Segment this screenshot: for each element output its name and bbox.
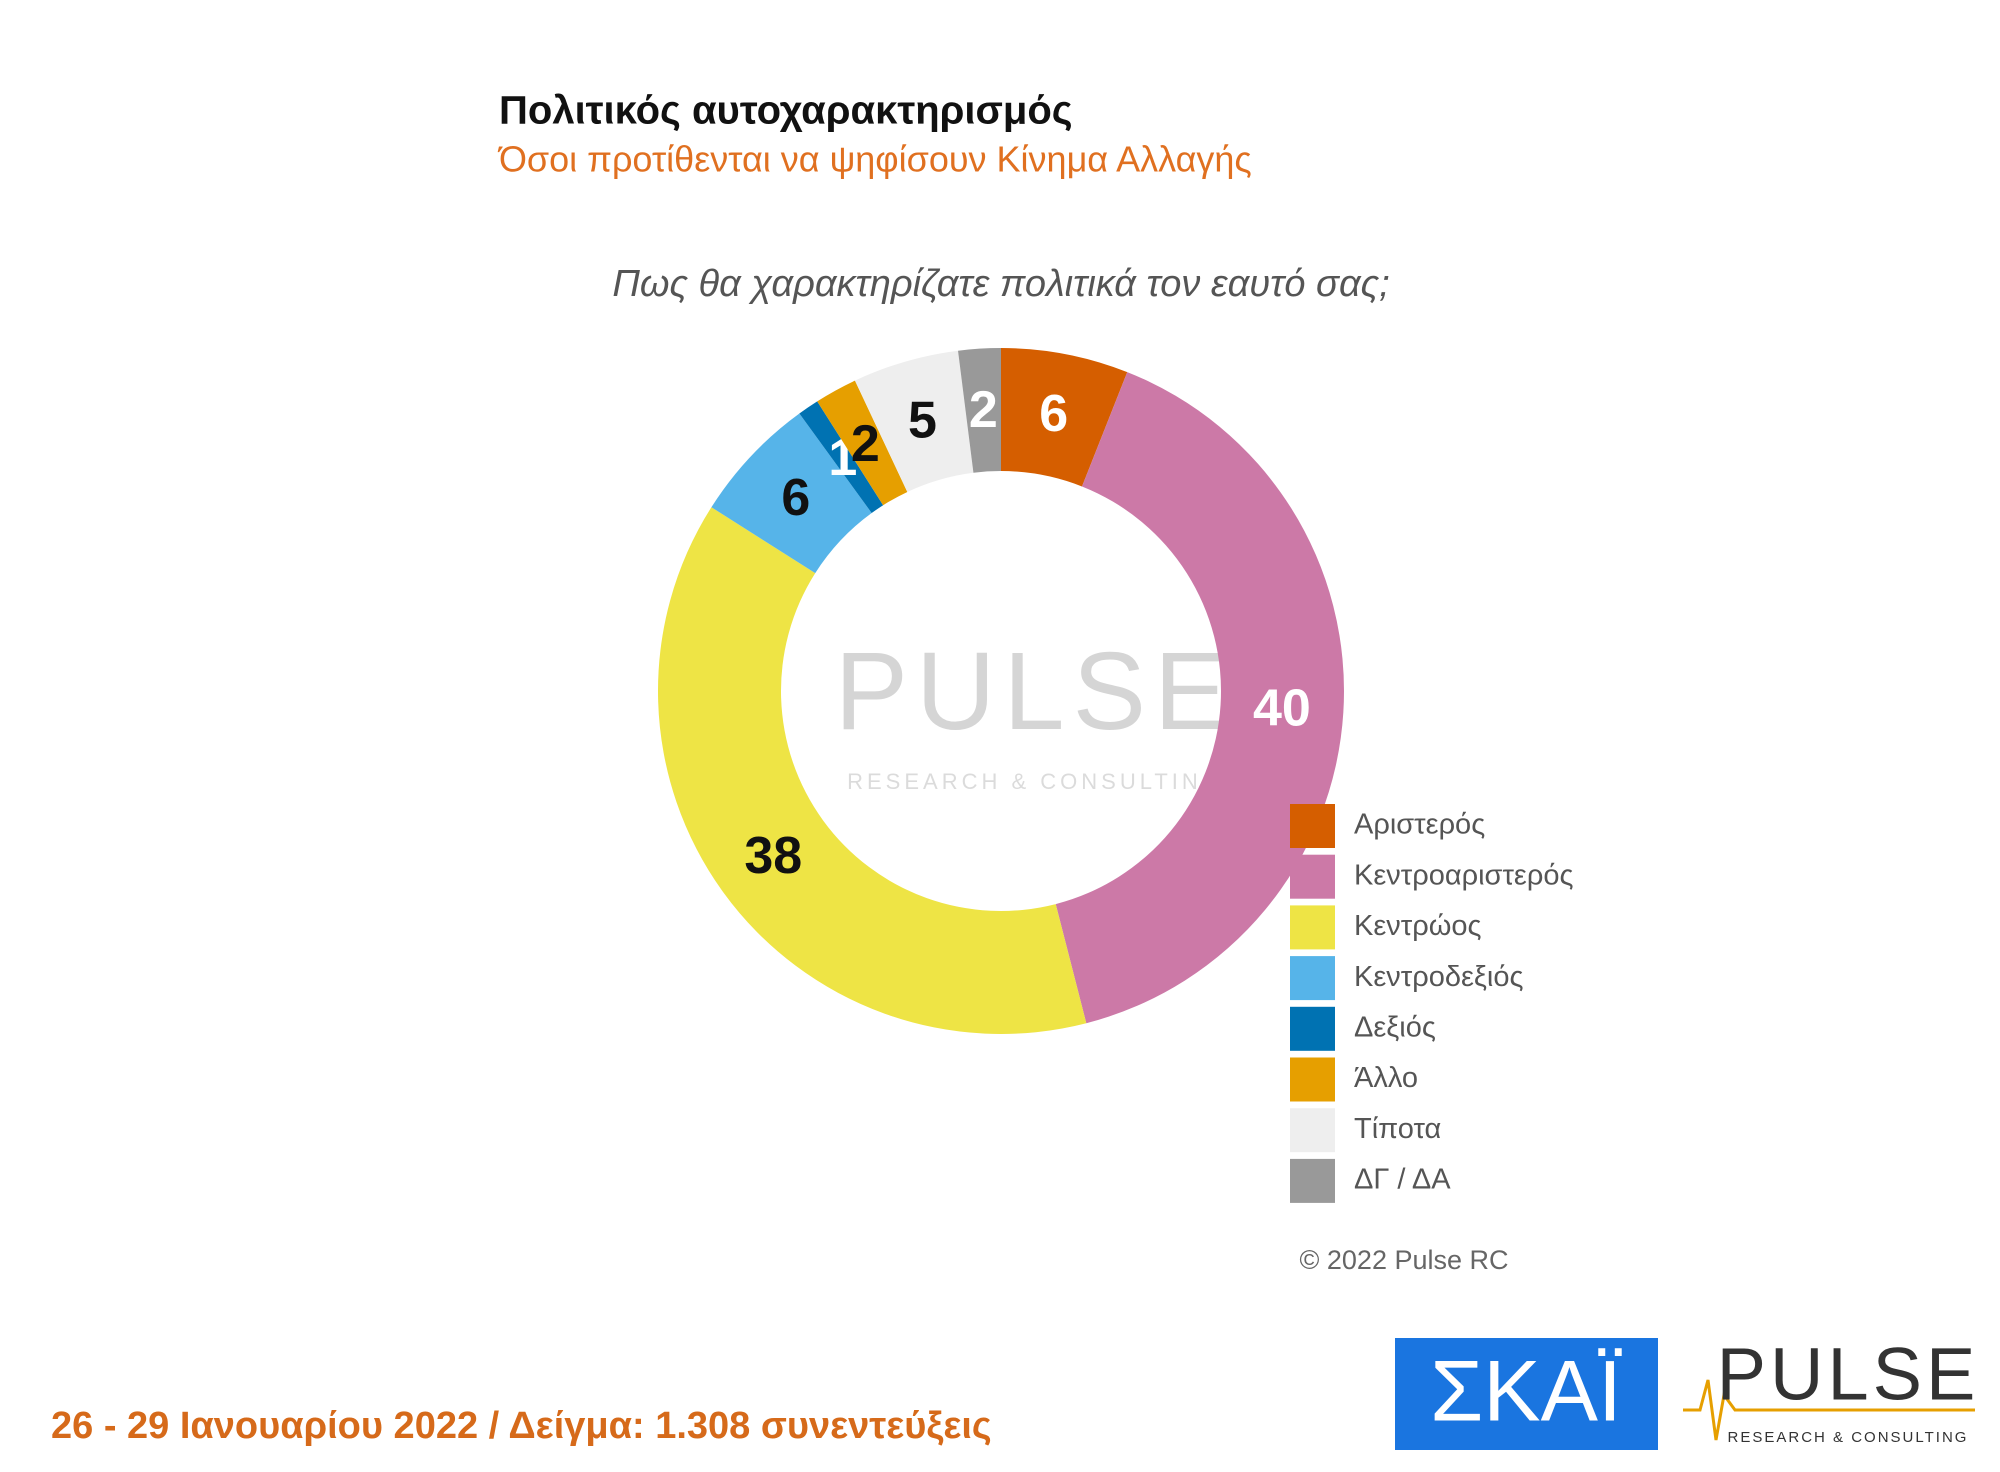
data-label: 2 <box>851 415 880 473</box>
legend-swatch <box>1290 905 1335 950</box>
legend-swatch <box>1290 1006 1335 1051</box>
legend-label: Αριστερός <box>1354 809 1485 841</box>
pulse-logo: PULSE <box>1717 1333 1980 1416</box>
legend-swatch <box>1290 854 1335 899</box>
chart-subtitle: Όσοι προτίθενται να ψηφίσουν Κίνημα Αλλα… <box>497 139 1252 180</box>
data-label: 40 <box>1253 679 1311 737</box>
donut-segment <box>1055 372 1344 1024</box>
question: Πως θα χαρακτηρίζατε πολιτικά τον εαυτό … <box>612 263 1389 305</box>
watermark-tagline: RESEARCH & CONSULTING <box>847 769 1223 794</box>
donut-segment <box>711 413 872 574</box>
legend-label: ΔΓ / ΔΑ <box>1354 1164 1451 1196</box>
donut-segment <box>1001 348 1128 487</box>
donut-segment <box>657 507 1087 1035</box>
skai-logo-box <box>1395 1338 1658 1450</box>
legend-label: Κεντρώος <box>1354 910 1481 942</box>
chart-title: Πολιτικός αυτοχαρακτηρισμός <box>499 89 1073 133</box>
legend-swatch <box>1290 1108 1335 1153</box>
pulse-logo-tagline: RESEARCH & CONSULTING <box>1728 1429 1969 1446</box>
donut-segment <box>854 350 974 492</box>
footer: 26 - 29 Ιανουαρίου 2022 / Δείγμα: 1.308 … <box>51 1405 992 1447</box>
donut-segment <box>799 401 884 514</box>
donut-segment <box>958 348 1001 473</box>
legend-label: Δεξιός <box>1354 1011 1436 1043</box>
data-label: 6 <box>781 469 810 527</box>
legend-swatch <box>1290 804 1335 848</box>
copyright: © 2022 Pulse RC <box>1300 1245 1509 1275</box>
pulse-logo-line <box>1683 1379 1975 1441</box>
skai-logo: ΣΚΑΪ <box>1430 1344 1622 1440</box>
legend-label: Τίποτα <box>1354 1113 1441 1145</box>
legend-swatch <box>1290 956 1335 1001</box>
legend-label: Κεντροδεξιός <box>1354 961 1523 993</box>
legend-swatch <box>1290 1057 1335 1102</box>
watermark: PULSE RESEARCH & CONSULTING <box>835 630 1236 794</box>
legend-label: Άλλο <box>1354 1062 1418 1094</box>
legend-swatch <box>1290 1158 1335 1203</box>
data-label: 2 <box>969 381 998 439</box>
donut-segment <box>817 380 908 506</box>
data-label: 38 <box>744 827 802 885</box>
legend-label: Κεντροαριστερός <box>1354 859 1573 891</box>
watermark-name: PULSE <box>835 630 1236 753</box>
data-label: 6 <box>1039 385 1068 443</box>
data-label: 5 <box>908 391 937 449</box>
